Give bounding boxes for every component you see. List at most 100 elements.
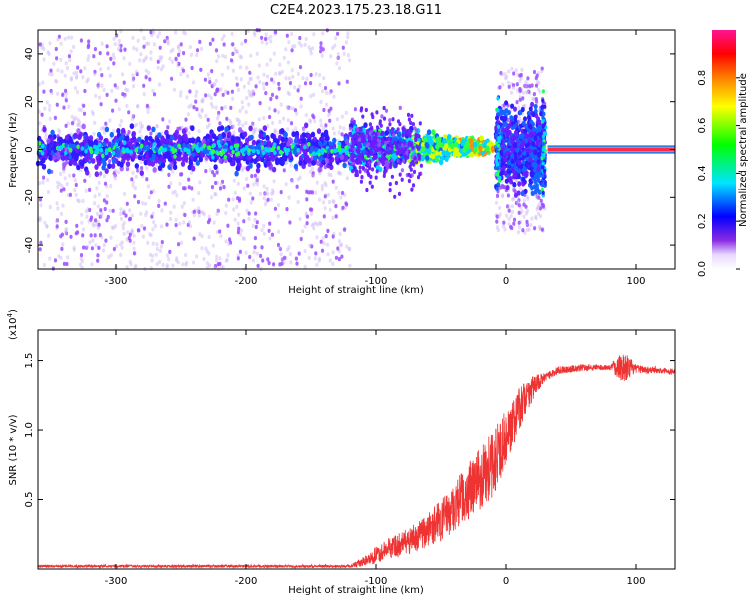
spectrogram-cell (310, 223, 314, 228)
spectrogram-cell (80, 259, 84, 264)
spectrogram-cell (208, 80, 212, 85)
spectrogram-cell (157, 199, 161, 204)
spectrogram-cell (505, 132, 510, 138)
spectrogram-cell (42, 89, 46, 94)
spectrogram-cell (503, 72, 507, 77)
spectrogram-cell (324, 183, 328, 188)
spectrogram-cell (336, 55, 340, 61)
spectrogram-cell (76, 128, 81, 134)
spectrogram-cell (288, 252, 292, 257)
spectrogram-cell (253, 236, 257, 241)
spectrogram-cell (210, 84, 214, 89)
spectrogram-cell (342, 126, 346, 131)
spectrogram-cell (173, 148, 178, 153)
spectrogram-cell (336, 52, 340, 57)
spectrogram-cell (205, 249, 209, 254)
spectrogram-cell (152, 167, 157, 173)
spectrogram-cell (156, 65, 160, 70)
spectrogram-cell (431, 129, 436, 136)
spectrogram-cell (286, 106, 290, 111)
spectrogram-cell (212, 143, 217, 148)
spectrogram-cell (195, 48, 200, 53)
spectrogram-cell (143, 159, 148, 166)
spectrogram-cell (261, 258, 265, 263)
spectrogram-cell (231, 124, 236, 129)
spectrogram-cell (140, 166, 144, 171)
spectrogram-cell (301, 76, 305, 81)
spectrogram-cell (199, 146, 204, 151)
spectrogram-cell (420, 146, 426, 153)
spectrogram-cell (279, 149, 283, 155)
spectrogram-cell (55, 224, 59, 229)
spectrogram-cell (44, 131, 48, 136)
spectrogram-cell (235, 165, 240, 172)
spectrogram-cell (130, 177, 134, 182)
spectrogram-cell (183, 31, 187, 36)
spectrogram-cell (359, 179, 363, 184)
spectrogram-cell (358, 165, 362, 170)
spectrogram-cell (263, 140, 267, 146)
spectrogram-cell (400, 177, 404, 182)
spectrogram-cell (39, 160, 44, 166)
spectrogram-cell (75, 70, 79, 75)
spectrogram-cell (246, 183, 250, 188)
spectrogram-cell (244, 176, 249, 182)
spectrogram-cell (257, 117, 261, 122)
spectrogram-cell (500, 72, 504, 77)
spectrogram-cell (289, 121, 294, 126)
spectrogram-cell (181, 128, 187, 135)
spectrogram-cell (200, 109, 204, 114)
spectrogram-cell (331, 179, 335, 184)
spectrogram-cell (146, 184, 150, 189)
spectrogram-cell (173, 135, 178, 141)
spectrogram-cell (254, 84, 258, 89)
spectrogram-cell (237, 122, 241, 127)
spectrogram-cell (458, 147, 464, 154)
spectrogram-cell (514, 178, 519, 183)
spectrogram-cell (253, 217, 257, 222)
spectrogram-cell (68, 154, 72, 160)
spectrogram-cell (536, 205, 541, 210)
spectrogram-cell (234, 49, 238, 54)
spectrogram-cell (305, 221, 309, 226)
spectrogram-cell (298, 65, 303, 70)
spectrogram-cell (94, 222, 98, 227)
spectrogram-cell (198, 39, 202, 45)
spectrogram-cell (262, 115, 266, 121)
spectrogram-cell (177, 242, 181, 247)
spectrogram-cell (520, 106, 525, 113)
spectrogram-cell (190, 65, 194, 71)
spectrogram-cell (106, 66, 111, 71)
spectrogram-cell (165, 263, 169, 268)
spectrogram-cell (299, 104, 303, 109)
spectrogram-cell (313, 119, 317, 124)
spectrogram-cell (221, 92, 225, 97)
spectrogram-cell (368, 166, 372, 171)
spectrogram-cell (169, 161, 174, 168)
spectrogram-cell (99, 208, 103, 213)
spectrogram-cell (332, 137, 337, 144)
spectrogram-cell (519, 72, 523, 78)
spectrogram-cell (360, 156, 364, 161)
spectrogram-cell (287, 245, 291, 250)
spectrogram-cell (514, 129, 518, 135)
spectrogram-cell (119, 118, 123, 124)
spectrogram-cell (128, 208, 132, 213)
spectrogram-cell (113, 42, 117, 47)
spectrogram-cell (97, 180, 101, 185)
spectrogram-cell (101, 157, 106, 164)
spectrogram-cell (325, 90, 329, 95)
spectrogram-cell (44, 135, 48, 140)
spectrogram-cell (223, 154, 228, 160)
spectrogram-cell (137, 148, 142, 153)
spectrogram-cell (348, 263, 352, 268)
spectrogram-cell (331, 261, 335, 266)
spectrogram-cell (158, 58, 163, 63)
spectrogram-cell (371, 167, 375, 172)
spectrogram-cell (276, 214, 280, 219)
spectrogram-cell (79, 69, 83, 74)
spectrogram-cell (176, 260, 180, 265)
spectrogram-cell (517, 105, 521, 111)
spectrogram-cell (342, 51, 346, 56)
spectrogram-cell (505, 213, 509, 218)
